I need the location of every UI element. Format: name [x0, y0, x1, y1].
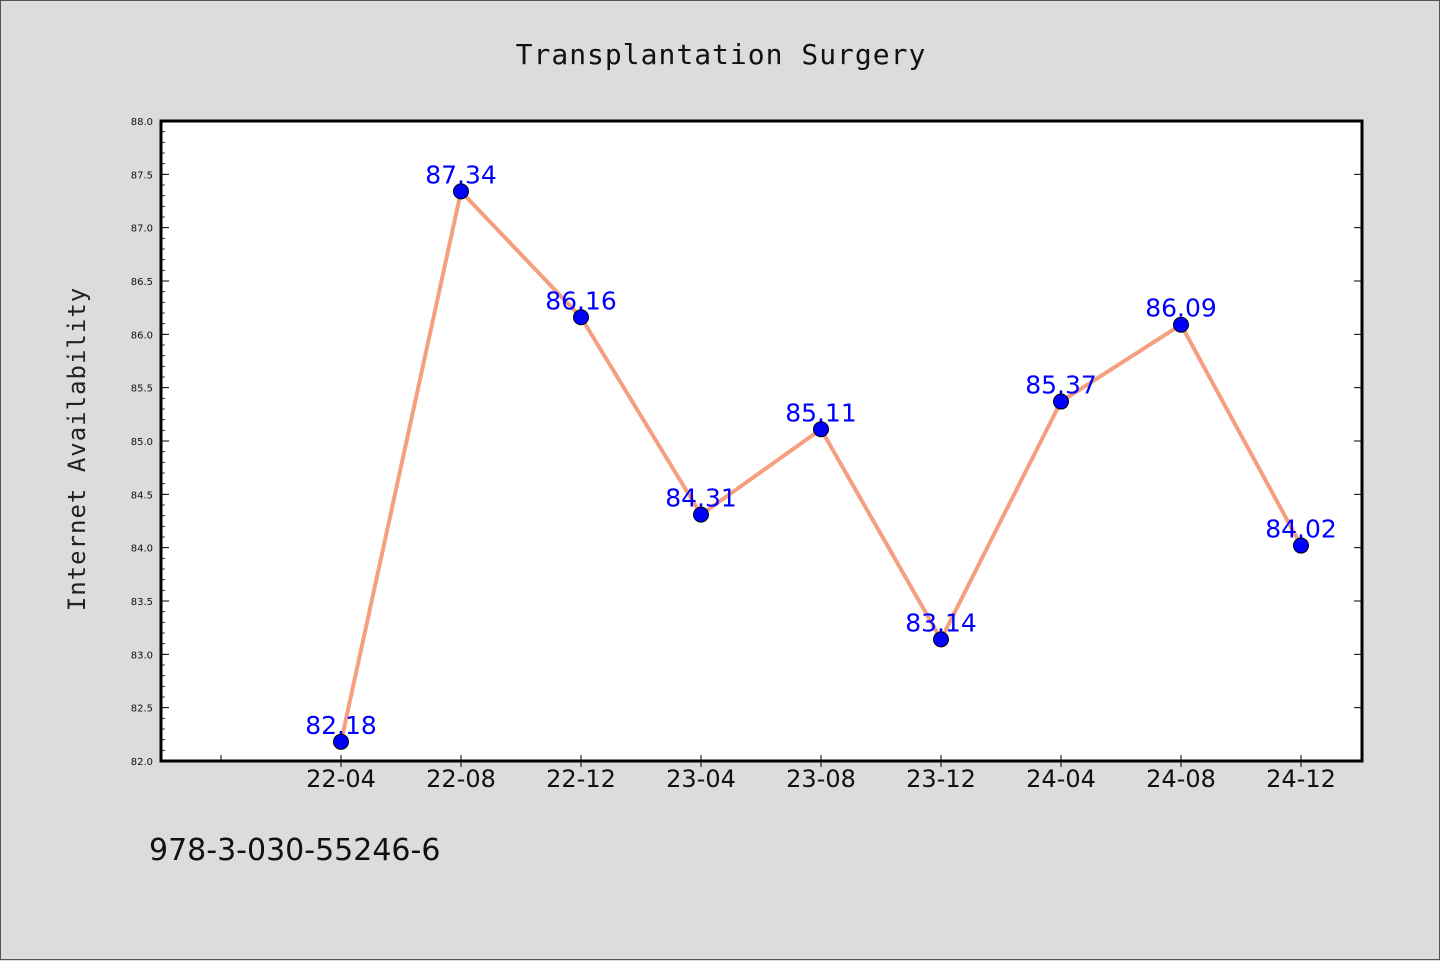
x-tick-label: 23-12 — [906, 765, 976, 793]
chart-title: Transplantation Surgery — [516, 38, 927, 71]
data-point — [693, 506, 709, 523]
y-axis-label: Internet Availability — [63, 287, 91, 611]
y-tick-label: 82.0 — [131, 757, 153, 768]
data-point — [933, 631, 949, 648]
data-label: 84.31 — [665, 484, 737, 513]
data-point — [1053, 393, 1069, 410]
x-tick-label: 24-08 — [1146, 765, 1216, 793]
y-tick-label: 87.0 — [131, 224, 153, 235]
data-label: 82.18 — [305, 711, 377, 740]
axis-ticks: 82.0 82.5 83.0 83.5 84.0 84.5 85.0 85.5 86.0 86.5… — [131, 117, 1362, 793]
y-tick-label: 84.0 — [131, 544, 153, 555]
data-label: 86.16 — [545, 286, 617, 315]
data-label: 87.34 — [425, 160, 497, 189]
data-label: 83.14 — [905, 608, 977, 637]
data-label: 86.09 — [1145, 294, 1217, 323]
data-point — [333, 733, 349, 750]
x-tick-label: 24-12 — [1266, 765, 1336, 793]
plot-area — [159, 119, 1364, 763]
y-tick-label: 85.5 — [131, 384, 153, 395]
x-tick-label: 22-12 — [546, 765, 616, 793]
x-tick-label: 23-04 — [666, 765, 736, 793]
y-tick-label: 83.0 — [131, 650, 153, 661]
y-tick-label: 87.5 — [131, 170, 153, 181]
data-point — [453, 183, 469, 200]
x-tick-label: 22-04 — [306, 765, 376, 793]
data-point — [1173, 316, 1189, 333]
footer-code: 978-3-030-55246-6 — [149, 833, 441, 868]
data-label: 84.02 — [1265, 515, 1337, 544]
y-tick-label: 84.5 — [131, 490, 153, 501]
x-tick-label: 23-08 — [786, 765, 856, 793]
y-tick-label: 82.5 — [131, 704, 153, 715]
data-point — [1293, 537, 1309, 554]
data-label: 85.37 — [1025, 371, 1097, 400]
y-tick-label: 83.5 — [131, 597, 153, 608]
y-tick-label: 86.0 — [131, 330, 153, 341]
y-tick-label: 86.5 — [131, 277, 153, 288]
data-point — [573, 309, 589, 326]
series-layer: 82.18 87.34 86.16 84.31 85.11 83.14 85.37 86.09… — [305, 160, 1337, 750]
data-label: 85.11 — [785, 398, 857, 427]
x-tick-label: 24-04 — [1026, 765, 1096, 793]
y-tick-label: 85.0 — [131, 437, 153, 448]
x-tick-label: 22-08 — [426, 765, 496, 793]
data-point — [813, 421, 829, 438]
y-tick-label: 88.0 — [131, 117, 153, 128]
